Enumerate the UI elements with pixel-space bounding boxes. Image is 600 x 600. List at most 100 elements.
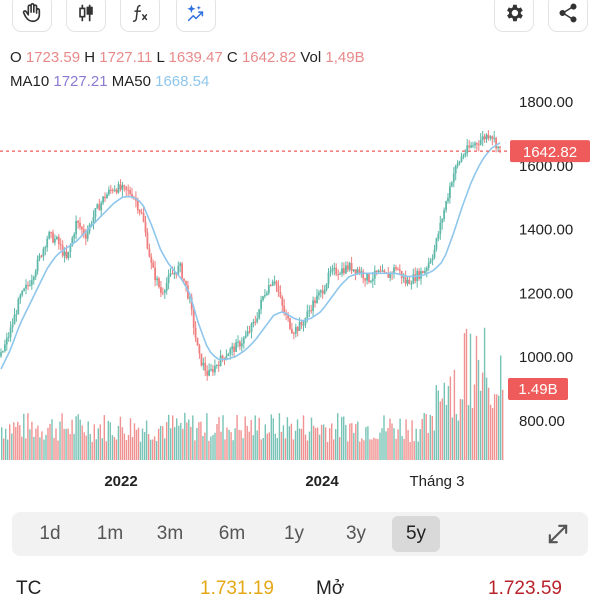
candle-body bbox=[371, 278, 374, 282]
candle-body bbox=[489, 136, 492, 139]
volume-bar bbox=[441, 398, 443, 460]
volume-bar bbox=[419, 429, 421, 460]
volume-bar bbox=[363, 440, 365, 460]
candle-body bbox=[106, 194, 108, 199]
volume-bar bbox=[25, 438, 27, 460]
sparkle-chart-icon[interactable] bbox=[176, 0, 216, 32]
chart-toolbar bbox=[0, 0, 600, 34]
candle-body bbox=[212, 369, 214, 373]
candle-body bbox=[383, 270, 386, 273]
volume-bar bbox=[353, 433, 355, 460]
volume-bar bbox=[9, 424, 11, 460]
volume-bar bbox=[341, 416, 343, 460]
candle-body bbox=[40, 255, 43, 257]
volume-bar bbox=[186, 422, 188, 460]
candle-body bbox=[318, 292, 320, 296]
candle-body bbox=[109, 189, 112, 191]
candle-body bbox=[331, 268, 334, 272]
volume-bar bbox=[447, 385, 450, 460]
timeframe-6m[interactable]: 6m bbox=[218, 523, 246, 544]
timeframe-1m[interactable]: 1m bbox=[96, 523, 124, 544]
candle-body bbox=[32, 276, 35, 281]
volume-bar bbox=[47, 427, 49, 460]
candle-body bbox=[364, 278, 366, 281]
candle-body bbox=[0, 352, 2, 357]
share-icon[interactable] bbox=[548, 0, 588, 32]
volume-bar bbox=[298, 428, 301, 460]
ma10-value: 1727.21 bbox=[53, 73, 108, 90]
function-icon[interactable] bbox=[120, 0, 160, 32]
volume-bar bbox=[176, 418, 178, 460]
volume-bar bbox=[232, 440, 234, 460]
volume-value: 1,49B bbox=[325, 49, 365, 66]
timeframe-3y[interactable]: 3y bbox=[345, 523, 367, 544]
volume-bar bbox=[500, 355, 502, 460]
candle-body bbox=[252, 321, 255, 324]
timeframe-3m[interactable]: 3m bbox=[156, 523, 184, 544]
candle-body bbox=[256, 318, 259, 322]
volume-bar bbox=[367, 426, 369, 460]
volume-bar bbox=[361, 438, 363, 460]
candle-body bbox=[291, 328, 293, 333]
volume-bar bbox=[99, 424, 101, 460]
volume-bar bbox=[41, 431, 43, 460]
volume-bar bbox=[284, 438, 287, 460]
price-chart[interactable]: 1800.001600.001400.001200.001000.00800.0… bbox=[0, 90, 600, 495]
candle-body bbox=[46, 238, 49, 248]
volume-bar bbox=[465, 328, 468, 460]
timeframe-1d[interactable]: 1d bbox=[39, 523, 61, 544]
candlestick-icon[interactable] bbox=[66, 0, 106, 32]
volume-bar bbox=[149, 439, 152, 460]
candle-body bbox=[235, 342, 237, 352]
candle-body bbox=[429, 260, 432, 263]
volume-bar bbox=[39, 437, 41, 460]
expand-icon[interactable] bbox=[544, 520, 572, 548]
candle-body bbox=[237, 341, 239, 343]
candle-body bbox=[2, 351, 4, 353]
hand-icon[interactable] bbox=[12, 0, 52, 32]
volume-bar bbox=[280, 432, 283, 460]
volume-bar bbox=[147, 434, 150, 460]
candle-body bbox=[474, 143, 476, 146]
candle-body bbox=[292, 333, 295, 334]
volume-bar bbox=[300, 428, 303, 460]
volume-bar bbox=[57, 440, 59, 460]
candle-body bbox=[260, 300, 262, 310]
candle-body bbox=[379, 270, 382, 272]
timeframe-5y[interactable]: 5y bbox=[392, 516, 440, 552]
volume-bar bbox=[395, 438, 397, 460]
candle-body bbox=[343, 268, 345, 274]
candle-body bbox=[161, 292, 164, 294]
candle-body bbox=[63, 251, 66, 256]
timeframe-selector: 1d 1m 3m 6m 1y 3y 5y bbox=[12, 512, 588, 556]
volume-bar bbox=[413, 441, 415, 460]
candle-body bbox=[306, 311, 309, 319]
candle-body bbox=[200, 353, 203, 366]
candle-body bbox=[414, 274, 417, 281]
volume-bar bbox=[37, 425, 39, 460]
volume-tag: 1.49B bbox=[518, 381, 557, 398]
volume-bar bbox=[133, 423, 136, 460]
candle-body bbox=[173, 272, 176, 275]
candle-body bbox=[345, 265, 347, 274]
candle-body bbox=[188, 297, 191, 299]
candle-body bbox=[117, 184, 120, 193]
volume-bar bbox=[238, 429, 240, 460]
candle-body bbox=[163, 290, 166, 293]
candle-body bbox=[23, 288, 25, 291]
candle-body bbox=[266, 293, 268, 295]
volume-bar bbox=[63, 428, 65, 460]
volume-bar bbox=[23, 413, 25, 460]
candle-body bbox=[327, 272, 330, 284]
volume-bar bbox=[491, 408, 494, 460]
volume-bar bbox=[240, 430, 242, 460]
timeframe-1y[interactable]: 1y bbox=[283, 523, 305, 544]
volume-bar bbox=[469, 333, 472, 460]
volume-bar bbox=[401, 436, 403, 460]
gear-icon[interactable] bbox=[494, 0, 534, 32]
candle-body bbox=[449, 186, 451, 198]
y-tick-label: 1000.00 bbox=[519, 349, 573, 366]
volume-bar bbox=[236, 415, 238, 460]
volume-bar bbox=[172, 415, 174, 460]
volume-bar bbox=[407, 430, 409, 460]
